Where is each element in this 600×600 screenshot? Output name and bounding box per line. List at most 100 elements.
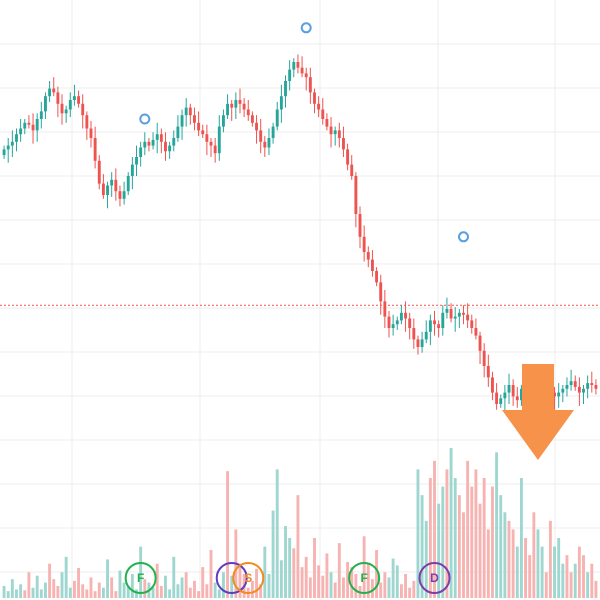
candle-body[interactable] — [39, 111, 43, 119]
candle-body[interactable] — [68, 100, 72, 110]
candle-body[interactable] — [89, 128, 93, 139]
event-badge[interactable] — [124, 562, 157, 594]
candle-body[interactable] — [155, 134, 159, 140]
candle-body[interactable] — [491, 377, 494, 393]
candle-body[interactable] — [31, 124, 35, 131]
marker-circle[interactable] — [300, 22, 312, 34]
candle-body[interactable] — [300, 67, 304, 74]
candle-body[interactable] — [437, 324, 441, 328]
candle-body[interactable] — [122, 191, 126, 199]
candle-body[interactable] — [391, 324, 395, 328]
candle-body[interactable] — [52, 88, 56, 93]
candle-body[interactable] — [56, 92, 60, 104]
candle-body[interactable] — [126, 176, 130, 192]
candle-body[interactable] — [499, 398, 503, 404]
candle-body[interactable] — [350, 164, 354, 176]
candle-body[interactable] — [354, 176, 358, 214]
candle-body[interactable] — [296, 62, 300, 68]
candle-body[interactable] — [205, 134, 209, 142]
candle-body[interactable] — [118, 191, 122, 199]
candle-body[interactable] — [358, 214, 362, 237]
candle-body[interactable] — [470, 320, 474, 328]
candle-body[interactable] — [48, 88, 52, 97]
candle-body[interactable] — [478, 335, 482, 351]
candle-body[interactable] — [106, 185, 109, 196]
candle-body[interactable] — [304, 73, 308, 78]
candle-body[interactable] — [329, 126, 333, 135]
candle-body[interactable] — [420, 339, 424, 347]
candle-body[interactable] — [449, 309, 453, 319]
candle-body[interactable] — [168, 145, 172, 152]
candle-body[interactable] — [15, 134, 18, 142]
candle-body[interactable] — [234, 100, 238, 108]
candle-body[interactable] — [77, 96, 81, 104]
candle-body[interactable] — [267, 138, 271, 148]
candle-body[interactable] — [321, 109, 325, 120]
candle-body[interactable] — [553, 392, 556, 397]
candle-body[interactable] — [482, 350, 486, 366]
candle-body[interactable] — [193, 115, 196, 123]
candle-body[interactable] — [19, 128, 23, 135]
candle-body[interactable] — [242, 103, 246, 110]
candle-body[interactable] — [6, 145, 10, 150]
candle-body[interactable] — [143, 141, 147, 148]
candle-body[interactable] — [176, 126, 180, 138]
candle-body[interactable] — [110, 179, 114, 186]
candle-body[interactable] — [72, 96, 76, 100]
event-badge[interactable] — [348, 562, 381, 594]
candle-body[interactable] — [209, 141, 213, 146]
candle-body[interactable] — [507, 385, 511, 393]
candle-body[interactable] — [399, 312, 403, 321]
candle-body[interactable] — [503, 392, 507, 399]
candle-body[interactable] — [139, 147, 143, 158]
marker-circle[interactable] — [139, 113, 151, 125]
candle-body[interactable] — [370, 259, 374, 271]
candle-body[interactable] — [275, 109, 279, 127]
candle-body[interactable] — [495, 392, 499, 404]
event-badge[interactable] — [418, 562, 451, 594]
candle-body[interactable] — [317, 103, 321, 110]
candle-body[interactable] — [2, 149, 6, 156]
candle-body[interactable] — [271, 126, 275, 138]
candle-body[interactable] — [404, 312, 407, 319]
candle-body[interactable] — [288, 69, 292, 81]
candle-body[interactable] — [226, 103, 230, 116]
candle-body[interactable] — [453, 316, 457, 319]
candle-body[interactable] — [97, 160, 101, 184]
candle-body[interactable] — [230, 103, 234, 108]
candle-body[interactable] — [379, 282, 383, 302]
candle-body[interactable] — [180, 115, 184, 127]
candle-body[interactable] — [462, 312, 465, 315]
candle-body[interactable] — [383, 301, 387, 317]
candle-body[interactable] — [164, 141, 167, 152]
candle-body[interactable] — [64, 109, 68, 114]
candle-body[interactable] — [101, 183, 105, 195]
candle-body[interactable] — [23, 122, 27, 129]
candle-body[interactable] — [366, 252, 370, 260]
candle-body[interactable] — [135, 157, 138, 165]
candle-body[interactable] — [27, 122, 31, 125]
candle-body[interactable] — [486, 366, 490, 378]
candle-body[interactable] — [457, 312, 461, 317]
candle-body[interactable] — [279, 96, 283, 110]
event-badge[interactable] — [215, 562, 248, 594]
candle-body[interactable] — [238, 100, 242, 104]
candle-body[interactable] — [511, 385, 515, 397]
candle-body[interactable] — [250, 115, 254, 123]
candle-body[interactable] — [557, 392, 561, 397]
candle-body[interactable] — [255, 122, 258, 131]
candle-body[interactable] — [342, 138, 345, 150]
candle-body[interactable] — [197, 122, 201, 131]
candle-body[interactable] — [313, 92, 316, 104]
candle-body[interactable] — [263, 141, 267, 148]
candle-body[interactable] — [93, 138, 97, 161]
candle-body[interactable] — [221, 115, 225, 127]
candle-body[interactable] — [44, 96, 47, 112]
candle-body[interactable] — [81, 103, 85, 116]
candle-body[interactable] — [217, 126, 221, 154]
candle-body[interactable] — [325, 119, 329, 127]
candle-body[interactable] — [474, 328, 478, 336]
